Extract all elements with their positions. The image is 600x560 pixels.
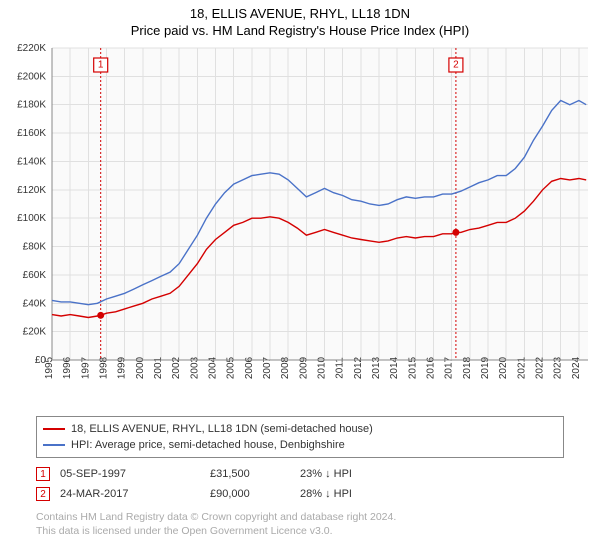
sale-dot: [452, 229, 459, 236]
title-subtitle: Price paid vs. HM Land Registry's House …: [0, 23, 600, 38]
attribution-line1: Contains HM Land Registry data © Crown c…: [36, 510, 564, 524]
sales-row: 2 24-MAR-2017 £90,000 28% ↓ HPI: [36, 484, 564, 504]
legend-label: 18, ELLIS AVENUE, RHYL, LL18 1DN (semi-d…: [71, 422, 373, 436]
attribution-line2: This data is licensed under the Open Gov…: [36, 524, 564, 538]
sales-table: 1 05-SEP-1997 £31,500 23% ↓ HPI 2 24-MAR-2017…: [36, 464, 564, 504]
attribution: Contains HM Land Registry data © Crown c…: [36, 510, 564, 538]
y-tick-label: £40K: [23, 298, 47, 309]
sales-row-date: 24-MAR-2017: [60, 488, 200, 500]
sales-row-price: £31,500: [210, 468, 290, 480]
line-chart-svg: £0£20K£40K£60K£80K£100K£120K£140K£160K£1…: [0, 40, 600, 412]
legend-item: 18, ELLIS AVENUE, RHYL, LL18 1DN (semi-d…: [43, 421, 557, 437]
title-block: 18, ELLIS AVENUE, RHYL, LL18 1DN Price p…: [0, 0, 600, 40]
sales-row-price: £90,000: [210, 488, 290, 500]
y-tick-label: £120K: [17, 185, 46, 196]
y-tick-label: £160K: [17, 128, 46, 139]
title-address: 18, ELLIS AVENUE, RHYL, LL18 1DN: [0, 6, 600, 21]
chart-area: £0£20K£40K£60K£80K£100K£120K£140K£160K£1…: [0, 40, 600, 412]
sales-row-date: 05-SEP-1997: [60, 468, 200, 480]
y-tick-label: £80K: [23, 242, 47, 253]
sales-row-marker: 1: [36, 467, 50, 481]
sale-marker-number: 1: [98, 60, 104, 71]
y-tick-label: £60K: [23, 270, 47, 281]
legend-label: HPI: Average price, semi-detached house,…: [71, 438, 345, 452]
y-tick-label: £220K: [17, 43, 46, 54]
legend-item: HPI: Average price, semi-detached house,…: [43, 437, 557, 453]
y-tick-label: £20K: [23, 327, 47, 338]
legend-swatch: [43, 428, 65, 430]
y-tick-label: £140K: [17, 156, 46, 167]
chart-container: { "title": { "line1": "18, ELLIS AVENUE,…: [0, 0, 600, 538]
sales-row-change: 23% ↓ HPI: [300, 468, 440, 480]
y-tick-label: £100K: [17, 213, 46, 224]
legend: 18, ELLIS AVENUE, RHYL, LL18 1DN (semi-d…: [36, 416, 564, 458]
y-tick-label: £180K: [17, 100, 46, 111]
sales-row-marker: 2: [36, 487, 50, 501]
sales-row-change: 28% ↓ HPI: [300, 488, 440, 500]
sale-marker-number: 2: [453, 60, 459, 71]
y-tick-label: £200K: [17, 71, 46, 82]
legend-swatch: [43, 444, 65, 446]
sale-dot: [97, 312, 104, 319]
sales-row: 1 05-SEP-1997 £31,500 23% ↓ HPI: [36, 464, 564, 484]
